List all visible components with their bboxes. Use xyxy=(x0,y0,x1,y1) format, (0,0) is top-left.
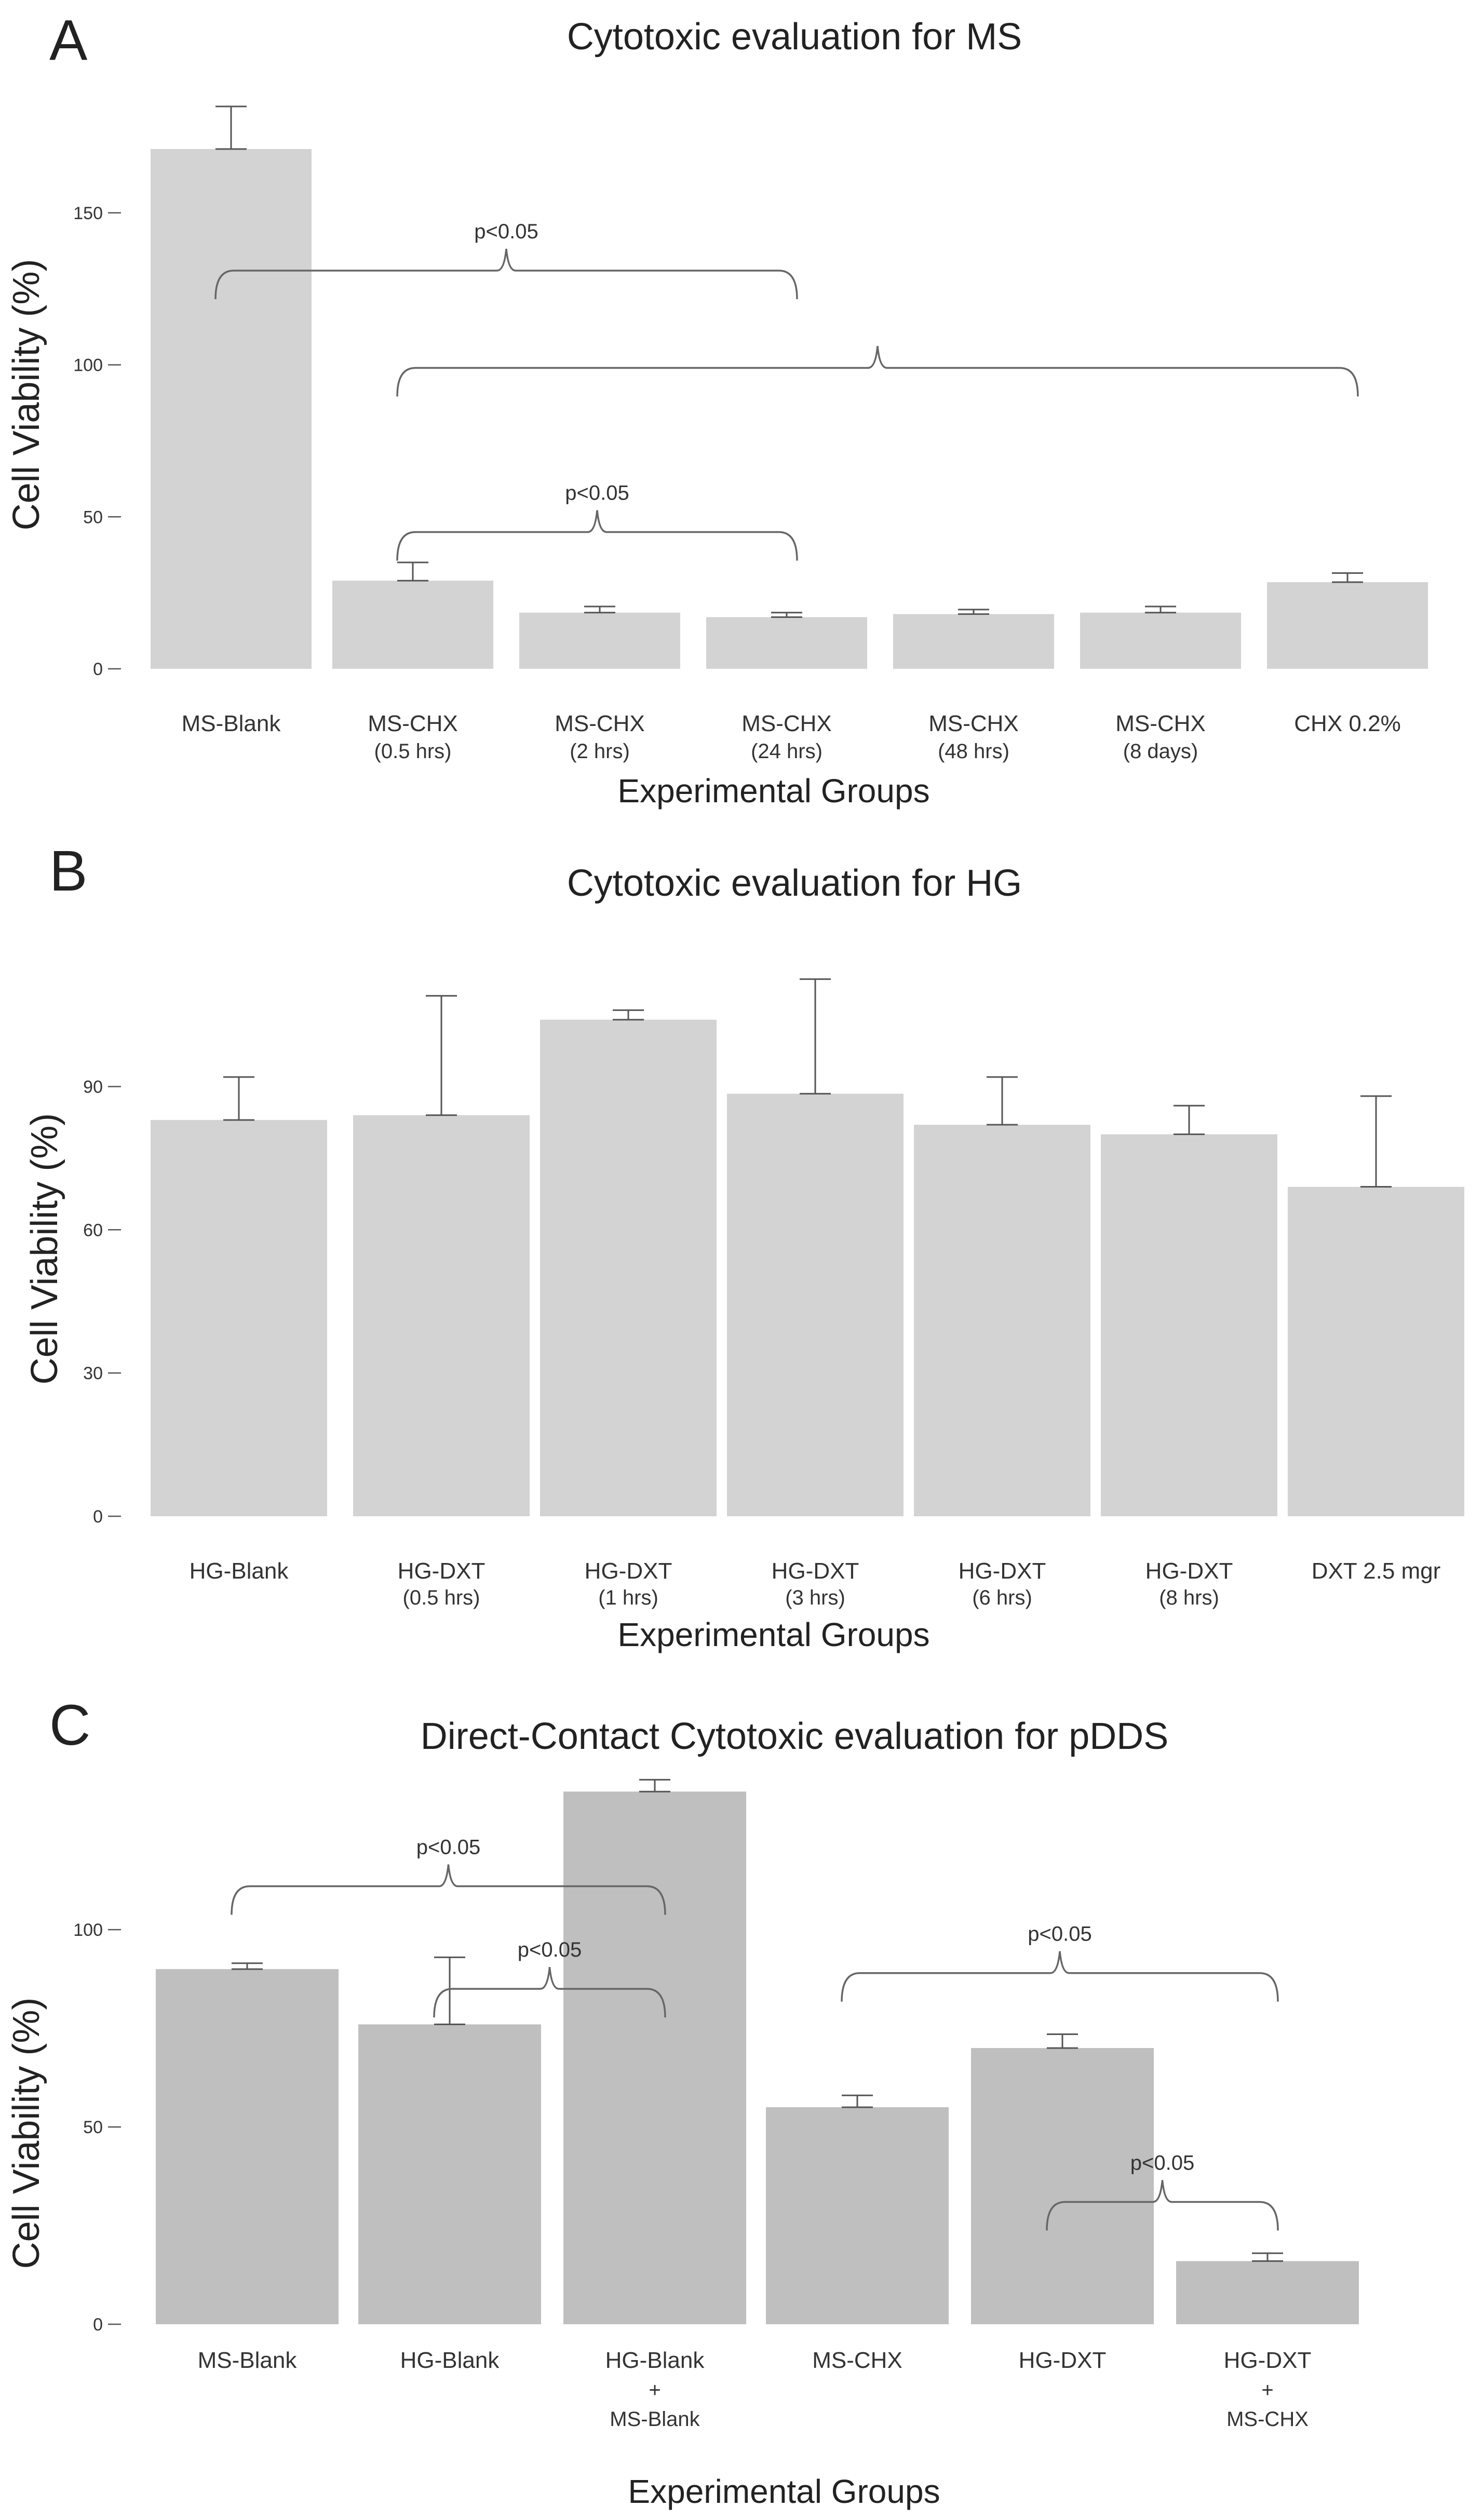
bar xyxy=(706,617,867,669)
panel-a: A Cytotoxic evaluation for MS Experimental… xyxy=(6,8,1428,810)
category-sublabel: (0.5 hrs) xyxy=(403,1586,480,1609)
category-label: HG-Blank xyxy=(605,2348,705,2373)
category-label: HG-DXT xyxy=(398,1558,486,1584)
y-tick-label: 100 xyxy=(73,1920,103,1940)
y-tick-label: 30 xyxy=(83,1364,103,1383)
category-label: MS-Blank xyxy=(198,2348,298,2373)
category-sublabel: + xyxy=(1261,2379,1273,2402)
significance-label: p<0.05 xyxy=(518,1938,582,1961)
category-sublabel: (1 hrs) xyxy=(598,1586,658,1609)
category-label: HG-DXT xyxy=(772,1558,859,1584)
category-label: HG-Blank xyxy=(190,1558,289,1584)
category-label: HG-Blank xyxy=(400,2348,500,2373)
significance-brace xyxy=(214,248,798,300)
category-label: CHX 0.2% xyxy=(1294,711,1400,736)
bar xyxy=(519,612,680,669)
category-sublabel: (24 hrs) xyxy=(751,740,823,763)
panel-c: C Direct-Contact Cytotoxic evaluation for… xyxy=(6,1693,1359,2510)
category-label: HG-DXT xyxy=(1019,2348,1107,2373)
chart-title: Cytotoxic evaluation for HG xyxy=(567,863,1022,904)
bar xyxy=(563,1791,746,2324)
category-sublabel: (48 hrs) xyxy=(938,740,1009,763)
category-label: MS-Blank xyxy=(182,711,281,736)
bar xyxy=(540,1019,717,1516)
significance-brace xyxy=(396,346,1359,397)
significance-brace xyxy=(1046,2180,1279,2231)
category-sublabel: (8 days) xyxy=(1123,740,1198,763)
bar xyxy=(1288,1187,1464,1516)
category-label: MS-CHX xyxy=(928,711,1019,736)
panel-b: B Cytotoxic evaluation for HG Experimental… xyxy=(24,839,1464,1653)
category-sublabel: (3 hrs) xyxy=(785,1586,845,1609)
y-tick-label: 0 xyxy=(93,659,103,679)
category-sublabel: (0.5 hrs) xyxy=(374,740,452,763)
bar xyxy=(156,1969,339,2324)
y-tick-label: 50 xyxy=(83,507,103,527)
x-axis-label: Experimental Groups xyxy=(617,1616,929,1653)
bar xyxy=(766,2107,949,2324)
chart-title: Direct-Contact Cytotoxic evaluation for … xyxy=(421,1716,1169,1757)
category-label: HG-DXT xyxy=(1224,2348,1312,2373)
bar xyxy=(1080,612,1241,669)
bar xyxy=(353,1115,530,1516)
x-axis-label: Experimental Groups xyxy=(628,2473,940,2510)
y-axis-label: Cell Viability (%) xyxy=(6,259,47,531)
significance-brace xyxy=(433,1966,666,2018)
bar xyxy=(1267,582,1428,669)
y-axis-label: Cell Viability (%) xyxy=(6,1998,47,2269)
significance-brace xyxy=(231,1864,666,1915)
significance-label: p<0.05 xyxy=(565,482,629,505)
bar xyxy=(1101,1134,1277,1516)
panel-letter: A xyxy=(49,8,88,72)
category-label: MS-CHX xyxy=(555,711,645,736)
significance-label: p<0.05 xyxy=(416,1836,480,1859)
bar xyxy=(971,2048,1154,2324)
significance-label: p<0.05 xyxy=(1028,1923,1091,1946)
y-tick-label: 60 xyxy=(83,1220,103,1240)
category-sublabel-2: MS-CHX xyxy=(1226,2408,1309,2431)
y-tick-label: 50 xyxy=(83,2118,103,2137)
panel-letter: C xyxy=(49,1693,90,1757)
y-tick-label: 90 xyxy=(83,1077,103,1097)
bar xyxy=(914,1125,1090,1516)
bar xyxy=(727,1094,904,1516)
y-tick-label: 0 xyxy=(93,1507,103,1527)
significance-brace xyxy=(396,510,798,561)
category-sublabel: (8 hrs) xyxy=(1159,1586,1219,1609)
category-label: HG-DXT xyxy=(1145,1558,1233,1584)
bar xyxy=(151,149,312,669)
category-sublabel: (6 hrs) xyxy=(972,1586,1032,1609)
bar xyxy=(893,614,1054,669)
significance-brace xyxy=(841,1951,1279,2002)
category-label: HG-DXT xyxy=(959,1558,1046,1584)
x-axis-label: Experimental Groups xyxy=(617,772,929,810)
category-sublabel-2: MS-Blank xyxy=(610,2408,700,2431)
y-tick-label: 150 xyxy=(73,204,103,223)
bar xyxy=(358,2024,541,2324)
chart-title: Cytotoxic evaluation for MS xyxy=(567,16,1022,58)
significance-label: p<0.05 xyxy=(474,220,538,243)
y-tick-label: 0 xyxy=(93,2315,103,2335)
y-axis-label: Cell Viability (%) xyxy=(24,1113,65,1385)
category-label: MS-CHX xyxy=(742,711,832,736)
category-label: MS-CHX xyxy=(368,711,458,736)
category-label: DXT 2.5 mgr xyxy=(1312,1558,1441,1584)
bar xyxy=(151,1120,327,1516)
bar xyxy=(332,581,493,669)
category-sublabel: (2 hrs) xyxy=(570,740,630,763)
category-label: MS-CHX xyxy=(812,2348,902,2373)
bar xyxy=(1176,2261,1359,2324)
y-tick-label: 100 xyxy=(73,356,103,375)
category-label: MS-CHX xyxy=(1115,711,1206,736)
category-label: HG-DXT xyxy=(585,1558,672,1584)
panel-letter: B xyxy=(49,839,87,903)
significance-label: p<0.05 xyxy=(1130,2151,1194,2174)
category-sublabel: + xyxy=(649,2379,660,2402)
